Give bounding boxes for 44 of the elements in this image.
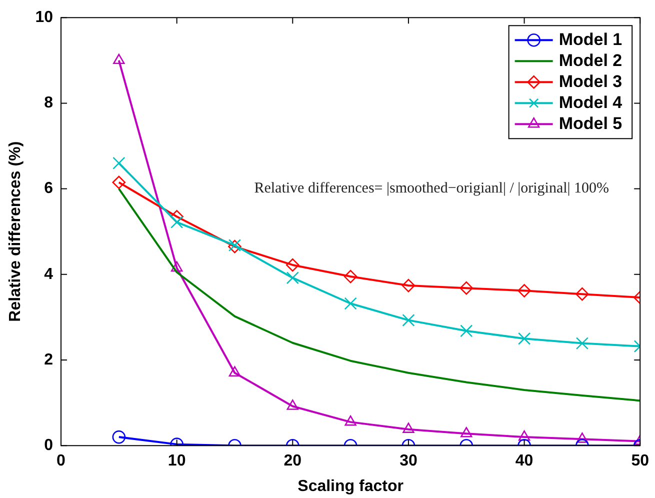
point — [402, 314, 415, 327]
point — [460, 426, 472, 438]
x-tick-label: 30 — [400, 452, 418, 470]
point — [112, 430, 126, 444]
x-axis-title: Scaling factor — [298, 478, 404, 495]
legend-label: Model 5 — [558, 114, 622, 133]
point — [286, 258, 300, 272]
y-tick-label: 6 — [44, 180, 54, 198]
y-axis-title: Relative differences (%) — [7, 141, 24, 322]
point — [286, 400, 298, 410]
y-tick-label: 0 — [44, 437, 54, 454]
point — [518, 332, 531, 345]
point — [402, 422, 414, 433]
point — [344, 415, 356, 426]
y-tick-label: 4 — [44, 266, 54, 283]
annotation: Relative differences= |smoothed−origianl| / |original| 100% — [254, 180, 610, 197]
y-tick-label: 2 — [44, 351, 54, 368]
point — [460, 324, 473, 338]
point — [112, 156, 126, 170]
legend-label: Model 1 — [558, 30, 622, 49]
legend-label: Model 4 — [558, 92, 623, 112]
point — [228, 366, 241, 376]
y-tick-label: 8 — [44, 94, 54, 112]
point — [460, 281, 474, 295]
legend-label: Model 2 — [558, 50, 622, 70]
point — [576, 287, 589, 301]
x-tick-label: 10 — [168, 452, 186, 470]
x-tick-label: 40 — [515, 452, 534, 470]
point — [170, 216, 184, 228]
point — [576, 432, 588, 443]
x-tick-label: 50 — [631, 452, 650, 470]
legend-label: Model 3 — [558, 72, 622, 91]
point — [170, 261, 183, 272]
y-tick-label: 10 — [35, 9, 54, 26]
point — [518, 284, 531, 298]
point — [112, 176, 126, 190]
point — [286, 272, 299, 284]
x-tick-label: 20 — [284, 452, 302, 470]
point — [344, 297, 357, 310]
point — [518, 430, 530, 441]
point — [576, 337, 588, 350]
point — [402, 278, 416, 292]
point — [344, 270, 358, 284]
x-tick-label: 0 — [56, 452, 66, 470]
